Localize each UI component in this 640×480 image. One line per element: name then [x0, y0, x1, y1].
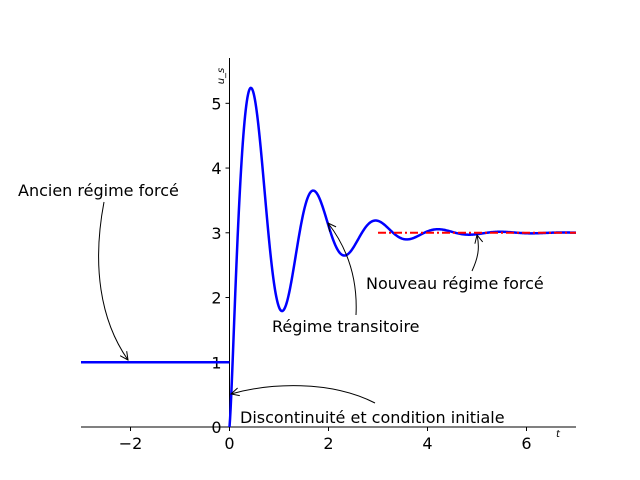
annotation-ancien-regime: Ancien régime forcé	[18, 181, 179, 200]
x-tick-label: 6	[521, 434, 531, 453]
x-tick-label: −2	[119, 434, 143, 453]
annotation-discontinuite: Discontinuité et condition initiale	[240, 408, 505, 427]
x-tick-label: 0	[224, 434, 234, 453]
x-axis-label: t	[556, 429, 561, 440]
x-tick-label: 4	[422, 434, 432, 453]
annotation-nouveau-regime: Nouveau régime forcé	[366, 274, 544, 293]
annotation-arrow-regime-transitoire	[328, 223, 357, 316]
x-tick-label: 2	[323, 434, 333, 453]
series-layer	[81, 86, 577, 428]
y-tick-label: 2	[211, 289, 221, 308]
y-tick-label: 5	[211, 94, 221, 113]
annotation-arrow-ancien-regime	[98, 201, 128, 360]
annotation-arrow-nouveau-regime	[471, 235, 478, 272]
y-tick-label: 0	[211, 418, 221, 437]
annotations: Ancien régime forcé Régime transitoire N…	[18, 181, 544, 427]
annotation-arrow-discontinuite	[231, 385, 376, 404]
series-line-1	[228, 86, 577, 428]
annotation-regime-transitoire: Régime transitoire	[272, 317, 420, 336]
y-tick-label: 4	[211, 159, 221, 178]
y-axis-label: u_s	[216, 68, 227, 85]
y-tick-label: 3	[211, 224, 221, 243]
